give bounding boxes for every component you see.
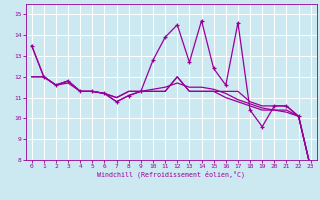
X-axis label: Windchill (Refroidissement éolien,°C): Windchill (Refroidissement éolien,°C) bbox=[97, 171, 245, 178]
